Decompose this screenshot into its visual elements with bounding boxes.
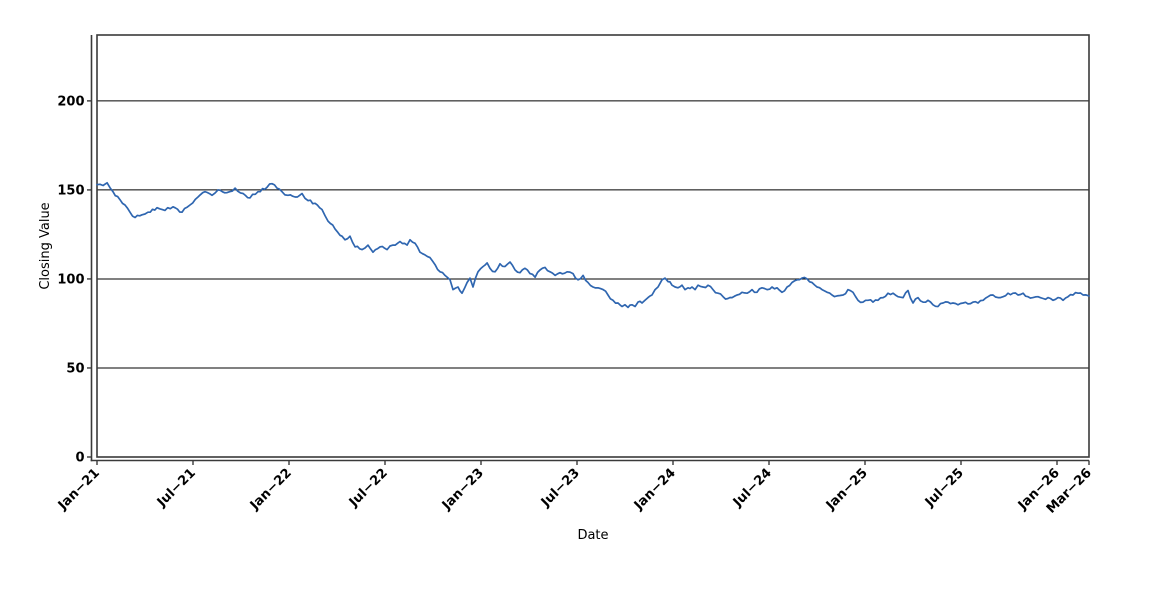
x-tick-label: Jan−23 — [439, 466, 487, 514]
x-tick-label: Jul−23 — [538, 466, 583, 511]
x-tick-label: Jul−21 — [154, 466, 199, 511]
gridlines-layer — [97, 100, 1089, 369]
x-tick-label: Jan−21 — [55, 466, 103, 514]
y-tick-label: 50 — [66, 361, 84, 376]
y-tick-label: 150 — [57, 183, 84, 198]
y-axis-title: Closing Value — [38, 202, 53, 289]
x-tick-label: Jul−25 — [922, 466, 967, 511]
x-axis-title: Date — [577, 528, 608, 543]
y-tick-label: 0 — [75, 451, 84, 466]
y-tick-label: 200 — [57, 94, 84, 109]
series-line — [96, 181, 1090, 309]
x-tick-label: Jul−24 — [730, 466, 775, 511]
plot-frame — [96, 34, 1090, 458]
series-layer — [96, 181, 1090, 309]
x-tick-label: Jul−22 — [346, 466, 391, 511]
x-tick-label: Jan−24 — [631, 466, 679, 514]
y-tick-label: 100 — [57, 272, 84, 287]
x-tick-label: Jan−22 — [247, 466, 295, 514]
x-tick-label: Jan−25 — [823, 466, 871, 514]
